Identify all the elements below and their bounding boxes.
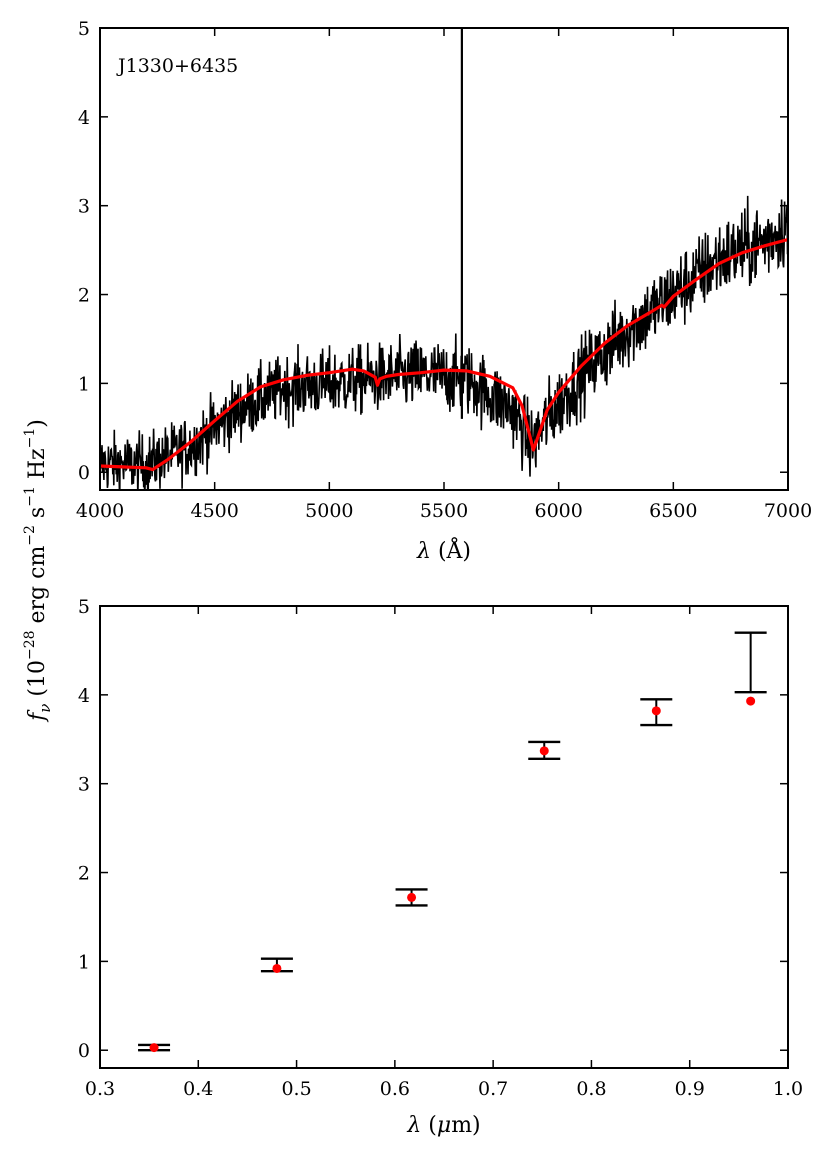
x-tick-label: 7000 xyxy=(764,500,812,522)
photometry-y-ticks: 0 1 2 3 4 5 xyxy=(78,596,788,1062)
y-tick-label: 2 xyxy=(78,863,90,885)
model-point xyxy=(651,706,661,716)
x-tick-label: 5500 xyxy=(420,500,468,522)
x-tick-label: 4500 xyxy=(190,500,238,522)
y-tick-label: 0 xyxy=(78,462,90,484)
model-point xyxy=(149,1043,159,1053)
x-tick-label: 0.7 xyxy=(478,1078,508,1100)
model-fit-line xyxy=(100,237,788,472)
y-tick-label: 0 xyxy=(78,1040,90,1062)
photometry-axes-frame xyxy=(99,605,789,1069)
y-tick-label: 4 xyxy=(78,107,90,129)
photometry-panel: 0 1 2 3 4 5 0.3 0.4 0.5 0.6 0.7 0.8 0.9 1.0 λ (μm) xyxy=(78,596,803,1138)
y-tick-label: 1 xyxy=(78,951,90,973)
y-tick-label: 2 xyxy=(78,285,90,307)
error-bar xyxy=(734,631,767,694)
spectrum-x-axis-label: λ (Å) xyxy=(416,536,471,564)
x-tick-label: 5000 xyxy=(305,500,353,522)
x-tick-label: 0.6 xyxy=(380,1078,410,1100)
model-point xyxy=(746,696,756,706)
spectrum-annotation: J1330+6435 xyxy=(116,55,238,77)
photometry-x-axis-label: λ (μm) xyxy=(406,1113,480,1138)
x-tick-label: 0.3 xyxy=(85,1078,115,1100)
spectrum-axes-frame xyxy=(99,27,789,491)
photometry-x-ticks: 0.3 0.4 0.5 0.6 0.7 0.8 0.9 1.0 xyxy=(85,606,803,1100)
shared-y-axis-label: fν (10−28 erg cm−2 s−1 Hz−1) xyxy=(22,419,54,723)
y-tick-label: 5 xyxy=(78,596,90,618)
x-tick-label: 0.5 xyxy=(281,1078,311,1100)
x-tick-label: 0.8 xyxy=(576,1078,606,1100)
x-tick-label: 0.9 xyxy=(675,1078,705,1100)
model-point xyxy=(539,746,549,756)
photometry-plot-area xyxy=(138,631,767,1053)
x-tick-label: 4000 xyxy=(76,500,124,522)
y-tick-label: 5 xyxy=(78,18,90,40)
spectrum-plot-area xyxy=(100,28,788,490)
x-tick-label: 6500 xyxy=(649,500,697,522)
x-tick-label: 1.0 xyxy=(773,1078,803,1100)
y-tick-label: 1 xyxy=(78,373,90,395)
model-point xyxy=(407,892,417,902)
y-tick-label: 3 xyxy=(78,774,90,796)
spectrum-y-ticks: 0 1 2 3 4 5 xyxy=(78,18,788,484)
spectrum-x-ticks: 4000 4500 5000 5500 6000 6500 7000 xyxy=(76,28,812,522)
model-point xyxy=(272,963,282,973)
x-tick-label: 0.4 xyxy=(183,1078,213,1100)
x-tick-label: 6000 xyxy=(534,500,582,522)
spectrum-panel: 0 1 2 3 4 5 4000 4500 5000 5500 6000 6500 7000 J133… xyxy=(76,18,812,564)
y-tick-label: 3 xyxy=(78,196,90,218)
observed-spectrum-line xyxy=(100,184,788,490)
y-tick-label: 4 xyxy=(78,685,90,707)
